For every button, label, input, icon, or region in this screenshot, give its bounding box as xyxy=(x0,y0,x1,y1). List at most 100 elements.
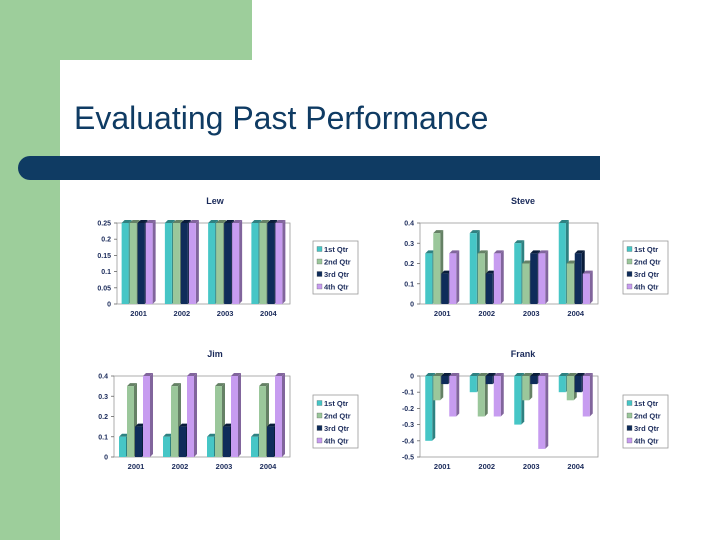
y-tick-label: -0.5 xyxy=(402,455,414,462)
bar-top xyxy=(267,423,277,427)
bar-top xyxy=(187,373,197,376)
bar-top xyxy=(188,220,199,223)
bar-side xyxy=(456,250,460,304)
bar xyxy=(145,223,153,304)
x-tick-label: 2001 xyxy=(434,462,451,471)
bar-top xyxy=(485,270,496,274)
bar-top xyxy=(180,220,191,223)
bar xyxy=(530,253,538,304)
bar-top xyxy=(135,423,145,427)
legend-label: 2nd Qtr xyxy=(324,412,351,421)
y-tick-label: -0.4 xyxy=(402,438,414,445)
bar xyxy=(558,223,566,304)
bar xyxy=(574,253,582,304)
bar xyxy=(425,253,433,304)
x-tick-label: 2001 xyxy=(130,309,147,318)
legend-swatch xyxy=(626,258,633,265)
bar xyxy=(514,243,522,304)
legend-label: 1st Qtr xyxy=(634,245,658,254)
bar-top xyxy=(207,433,217,437)
bar xyxy=(441,376,449,385)
bar xyxy=(449,253,457,304)
bar xyxy=(522,376,530,401)
legend-label: 2nd Qtr xyxy=(634,258,661,267)
legend-swatch xyxy=(316,246,323,252)
bar-side xyxy=(150,373,153,457)
bar xyxy=(172,223,180,304)
legend-label: 4th Qtr xyxy=(634,283,659,292)
x-tick-label: 2003 xyxy=(216,462,233,471)
bar-top xyxy=(449,373,460,376)
bar xyxy=(224,223,232,304)
bar-side xyxy=(500,373,504,417)
bar-top xyxy=(171,383,181,387)
y-tick-label: 0.3 xyxy=(404,241,414,248)
bar-top xyxy=(582,270,593,274)
bar xyxy=(135,426,142,457)
bar-top xyxy=(251,220,262,223)
decor-green-top xyxy=(60,0,252,60)
bar xyxy=(127,386,134,457)
legend-swatch xyxy=(626,246,633,252)
y-tick-label: 0.25 xyxy=(97,221,111,228)
bar-top xyxy=(582,373,593,376)
x-tick-label: 2002 xyxy=(478,309,495,318)
bar xyxy=(129,223,137,304)
bar xyxy=(477,376,485,417)
x-tick-label: 2003 xyxy=(217,309,234,318)
y-tick-label: 0.4 xyxy=(98,374,108,381)
x-tick-label: 2003 xyxy=(523,462,540,471)
bar xyxy=(223,426,230,457)
bar xyxy=(171,386,178,457)
bar-top xyxy=(566,373,577,376)
bar-top xyxy=(574,250,585,254)
bar-top xyxy=(275,373,285,376)
bar xyxy=(558,376,566,393)
bar xyxy=(485,273,493,304)
bar-side xyxy=(239,220,243,304)
bar-top xyxy=(425,250,436,254)
bar xyxy=(188,223,196,304)
bar xyxy=(275,376,282,457)
bar-top xyxy=(441,270,452,274)
bar xyxy=(493,376,501,417)
legend-label: 1st Qtr xyxy=(634,399,658,408)
bar-top xyxy=(232,220,243,223)
bar-top xyxy=(179,423,189,427)
bar-top xyxy=(522,373,533,376)
legend-label: 4th Qtr xyxy=(324,283,349,292)
y-tick-label: 0.4 xyxy=(404,221,414,228)
bar xyxy=(469,376,477,393)
bar xyxy=(566,376,574,401)
slide-title: Evaluating Past Performance xyxy=(74,100,489,136)
bar xyxy=(164,223,172,304)
bar xyxy=(251,223,259,304)
bar-top xyxy=(259,383,269,387)
bar-side xyxy=(238,373,241,457)
bar-top xyxy=(566,260,577,264)
bar-top xyxy=(121,220,132,223)
bar xyxy=(574,376,582,393)
y-tick-label: 0.3 xyxy=(98,394,108,401)
chart-title: Frank xyxy=(511,349,537,359)
bar xyxy=(582,376,590,417)
bar xyxy=(493,253,501,304)
legend-swatch xyxy=(316,425,323,431)
chart-2: Jim 0 0.1 0.2 0.3 0.4 2001 2002 2003 2004 1st Qtr 2… xyxy=(98,349,359,471)
bar xyxy=(522,263,530,304)
bar-top xyxy=(493,373,504,376)
bar-top xyxy=(267,220,278,223)
bar-top xyxy=(538,250,549,254)
x-tick-label: 2004 xyxy=(260,309,278,318)
bar-top xyxy=(493,250,504,254)
y-tick-label: 0.2 xyxy=(101,237,111,244)
bar xyxy=(275,223,283,304)
y-tick-label: 0 xyxy=(410,302,414,309)
x-tick-label: 2002 xyxy=(478,462,495,471)
bar xyxy=(180,223,188,304)
bar xyxy=(232,223,240,304)
bar-top xyxy=(558,220,569,223)
bar xyxy=(207,436,214,457)
y-tick-label: 0.1 xyxy=(98,434,108,441)
bar xyxy=(267,426,274,457)
